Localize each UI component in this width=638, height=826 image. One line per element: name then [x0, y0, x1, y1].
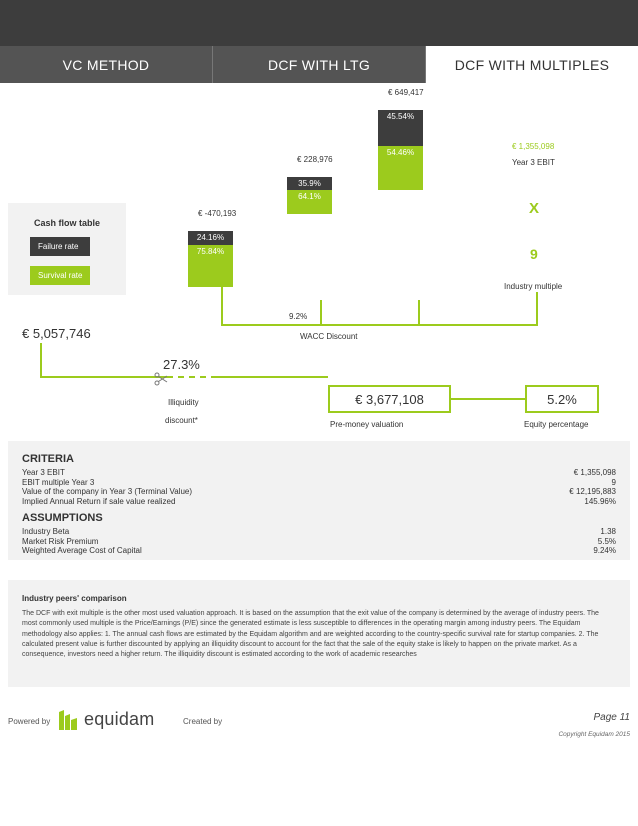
present-value-drop-line: [40, 343, 42, 377]
criteria-label: Value of the company in Year 3 (Terminal…: [22, 487, 193, 496]
connector-year1: [221, 287, 223, 325]
industry-multiple-value: 9: [530, 246, 538, 262]
failure-rate-bar: 24.16%: [188, 231, 233, 245]
assumption-label: Industry Beta: [22, 527, 70, 536]
peers-panel: Industry peers' comparison The DCF with …: [8, 580, 630, 687]
criteria-label: EBIT multiple Year 3: [22, 477, 95, 487]
peers-title: Industry peers' comparison: [22, 594, 127, 603]
top-bar: [0, 0, 638, 46]
premoney-value: € 3,677,108: [355, 391, 424, 407]
premoney-label: Pre-money valuation: [330, 420, 404, 429]
powered-by-label: Powered by: [8, 717, 51, 726]
legend-survival-rate: Survival rate: [30, 266, 90, 285]
connector-horizontal: [221, 324, 538, 326]
assumption-value: 9.24%: [593, 546, 616, 555]
illiquidity-line-left: [40, 376, 167, 378]
cash-flow-chart: € -470,193 24.16% 75.84% € 228,976 35.9% 64.1…: [0, 0, 638, 330]
illiquidity-line-right: [217, 376, 328, 378]
illiquidity-dashed-line: [167, 376, 217, 378]
premoney-box: € 3,677,108: [328, 385, 451, 413]
scissors-icon: [154, 372, 168, 386]
connector-year2: [320, 300, 322, 325]
industry-multiple-label: Industry multiple: [504, 282, 563, 291]
wacc-value: 9.2%: [289, 312, 308, 321]
failure-rate-bar: 45.54%: [378, 110, 423, 146]
criteria-row: Implied Annual Return if sale value real…: [22, 497, 616, 507]
illiquidity-label-1: Illiquidity: [168, 398, 199, 407]
criteria-list: Year 3 EBIT € 1,355,098 EBIT multiple Yea…: [22, 468, 616, 506]
survival-rate-bar: 75.84%: [188, 245, 233, 287]
failure-rate-bar: 35.9%: [287, 177, 332, 190]
page-number: Page 11: [593, 712, 630, 723]
equity-box: 5.2%: [525, 385, 599, 413]
assumption-row: Market Risk Premium 5.5%: [22, 537, 616, 547]
tab-dcf-ltg[interactable]: DCF WITH LTG: [213, 46, 426, 83]
method-tabs: VC METHOD DCF WITH LTG DCF WITH MULTIPLE…: [0, 46, 638, 83]
cash-flow-value: € 649,417: [388, 88, 424, 97]
illiquidity-value: 27.3%: [163, 357, 200, 372]
cash-flow-value: € 228,976: [297, 155, 333, 164]
connector-year3: [418, 300, 420, 325]
legend-failure-rate: Failure rate: [30, 237, 90, 256]
criteria-value: € 12,195,883: [569, 487, 616, 496]
assumption-label: Market Risk Premium: [22, 536, 99, 546]
equidam-logo-icon: [57, 708, 79, 732]
survival-rate-bar: 64.1%: [287, 190, 332, 214]
premoney-equity-connector: [451, 398, 525, 400]
tab-dcf-multiples[interactable]: DCF WITH MULTIPLES: [426, 46, 638, 83]
assumption-label: Weighted Average Cost of Capital: [22, 546, 142, 555]
criteria-row: Value of the company in Year 3 (Terminal…: [22, 487, 616, 497]
criteria-panel: CRITERIA Year 3 EBIT € 1,355,098 EBIT mul…: [8, 441, 630, 560]
assumption-value: 5.5%: [597, 536, 616, 546]
assumption-row: Industry Beta 1.38: [22, 527, 616, 537]
equity-value: 5.2%: [547, 391, 577, 407]
wacc-label: WACC Discount: [300, 332, 358, 341]
times-symbol: X: [529, 200, 540, 217]
assumptions-title: ASSUMPTIONS: [22, 512, 103, 524]
criteria-row: EBIT multiple Year 3 9: [22, 478, 616, 488]
legend-title: Cash flow table: [33, 218, 100, 228]
survival-rate-bar: 54.46%: [378, 146, 423, 190]
illiquidity-label-2: discount*: [165, 416, 198, 425]
criteria-title: CRITERIA: [22, 453, 74, 465]
tab-vc-method[interactable]: VC METHOD: [0, 46, 213, 83]
copyright: Copyright Equidam 2015: [558, 731, 630, 738]
equidam-brand[interactable]: equidam: [84, 709, 155, 729]
connector-multiple: [536, 292, 538, 325]
criteria-label: Implied Annual Return if sale value real…: [22, 496, 176, 506]
equity-label: Equity percentage: [524, 420, 589, 429]
ebit-value: € 1,355,098: [512, 142, 555, 151]
criteria-value: € 1,355,098: [573, 468, 616, 477]
ebit-label: Year 3 EBIT: [512, 158, 555, 167]
criteria-value: 9: [611, 477, 616, 487]
assumption-value: 1.38: [600, 527, 616, 536]
present-value: € 5,057,746: [22, 326, 91, 341]
criteria-value: 145.96%: [584, 496, 616, 506]
criteria-label: Year 3 EBIT: [22, 468, 65, 477]
assumption-row: Weighted Average Cost of Capital 9.24%: [22, 546, 616, 556]
assumptions-list: Industry Beta 1.38 Market Risk Premium 5.5…: [22, 527, 616, 556]
cash-flow-value: € -470,193: [198, 209, 237, 218]
created-by-label: Created by: [183, 717, 223, 726]
criteria-row: Year 3 EBIT € 1,355,098: [22, 468, 616, 478]
peers-text: The DCF with exit multiple is the other …: [22, 610, 599, 659]
